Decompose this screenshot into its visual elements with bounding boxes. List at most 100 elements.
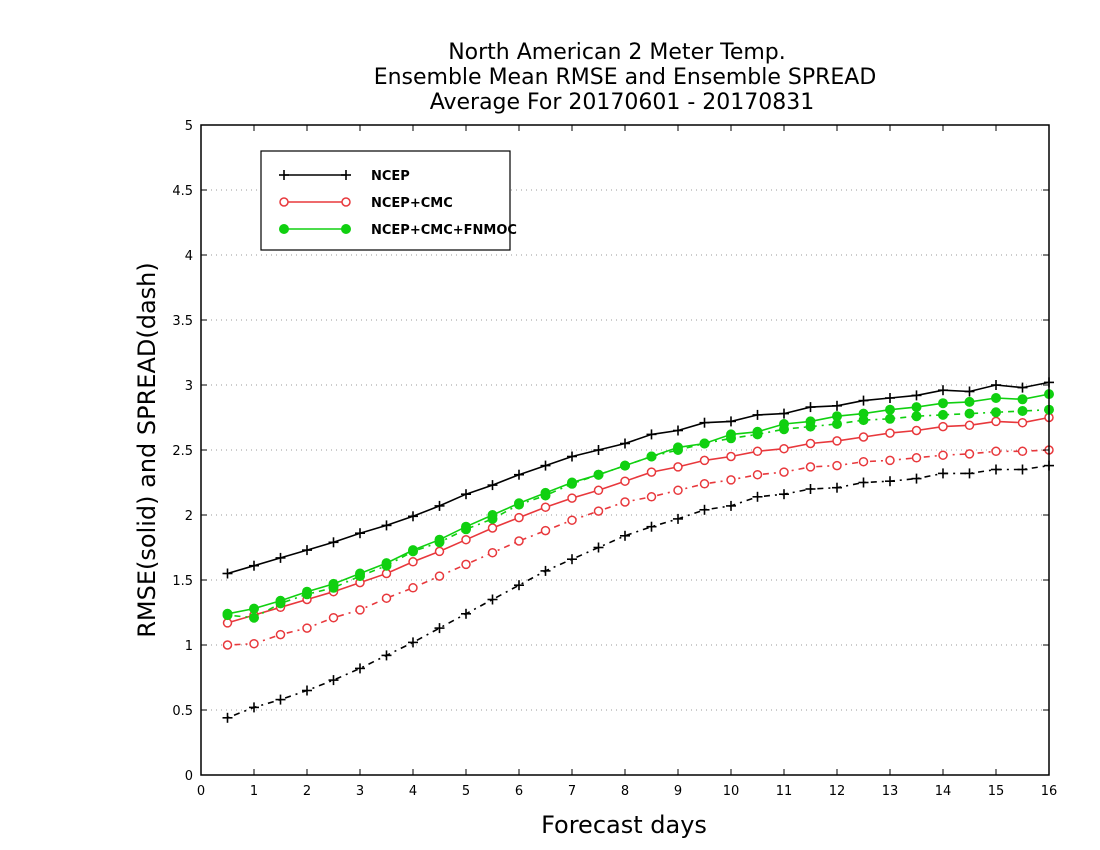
data-point	[355, 663, 365, 674]
data-point	[222, 712, 233, 723]
y-axis-label: RMSE(solid) and SPREAD(dash)	[133, 262, 161, 638]
data-point	[355, 528, 365, 539]
data-point	[646, 429, 657, 440]
series-rmse	[222, 377, 1054, 579]
data-point	[911, 425, 922, 436]
data-point	[514, 469, 524, 480]
data-point	[341, 224, 351, 234]
data-point	[779, 489, 789, 500]
data-point	[434, 534, 445, 545]
x-tick-label: 4	[409, 784, 417, 799]
data-point	[620, 476, 630, 486]
y-tick-label: 3	[185, 379, 193, 394]
data-point	[540, 460, 551, 471]
data-point	[222, 568, 233, 579]
data-point	[805, 416, 816, 427]
data-point	[832, 400, 842, 411]
data-point	[805, 484, 816, 494]
x-tick-label: 2	[303, 784, 311, 799]
data-point	[302, 623, 312, 633]
data-point	[991, 446, 1001, 457]
data-point	[938, 409, 948, 420]
data-point	[832, 411, 842, 422]
data-point	[408, 583, 418, 593]
data-point	[461, 534, 471, 545]
legend-label: NCEP	[371, 169, 410, 184]
data-point	[540, 487, 551, 498]
data-point	[991, 416, 1001, 427]
data-point	[302, 586, 312, 597]
legend-box	[260, 150, 511, 251]
data-point	[858, 477, 869, 488]
data-point	[222, 640, 233, 650]
data-point	[779, 467, 789, 477]
x-tick-label: 15	[988, 784, 1005, 799]
x-tick-label: 0	[197, 784, 205, 799]
data-point	[567, 554, 577, 565]
data-point	[673, 425, 683, 436]
data-point	[355, 605, 365, 615]
y-tick-label: 3.5	[172, 314, 193, 329]
rmse-line	[227, 381, 1050, 575]
data-point	[991, 393, 1001, 403]
data-point	[275, 595, 286, 606]
data-point	[752, 446, 763, 457]
data-point	[858, 432, 869, 442]
data-point	[699, 417, 710, 428]
y-tick-label: 4.5	[172, 184, 193, 199]
data-point	[328, 612, 339, 623]
data-point	[593, 469, 604, 480]
data-point	[461, 608, 471, 619]
data-point	[673, 462, 683, 472]
data-point	[938, 398, 948, 409]
rmse-line	[227, 416, 1050, 624]
data-point	[487, 594, 498, 605]
data-point	[620, 497, 630, 507]
data-point	[832, 460, 842, 471]
data-point	[673, 442, 683, 453]
data-point	[832, 436, 842, 446]
data-point	[1017, 406, 1028, 416]
data-point	[279, 197, 289, 207]
data-point	[699, 479, 710, 489]
data-point	[328, 537, 339, 548]
data-point	[434, 500, 445, 511]
data-point	[593, 485, 604, 496]
legend-label: NCEP+CMC+FNMOC	[371, 223, 517, 238]
x-tick-label: 5	[462, 784, 470, 799]
x-tick-label: 11	[776, 784, 793, 799]
title-line-3: Average For 20170601 - 20170831	[430, 90, 815, 115]
data-point	[911, 411, 922, 422]
data-point	[381, 650, 392, 661]
data-point	[249, 612, 259, 623]
y-tick-label: 0.5	[172, 704, 193, 719]
x-axis-label: Forecast days	[541, 811, 707, 839]
data-point	[461, 521, 471, 532]
data-point	[341, 197, 351, 207]
data-point	[858, 408, 869, 419]
data-point	[646, 492, 657, 502]
data-point	[249, 702, 259, 713]
data-point	[328, 578, 339, 589]
x-tick-label: 8	[621, 784, 629, 799]
data-point	[832, 482, 842, 493]
data-point	[328, 675, 339, 686]
data-point	[805, 438, 816, 449]
data-point	[408, 637, 418, 648]
data-point	[381, 593, 392, 603]
data-point	[911, 473, 922, 484]
data-point	[514, 512, 524, 523]
series-rmse	[222, 412, 1054, 628]
data-point	[673, 485, 683, 496]
data-point	[461, 559, 471, 570]
legend-entry: NCEP+CMC	[279, 196, 453, 211]
data-point	[567, 493, 577, 503]
data-point	[593, 542, 604, 553]
data-point	[593, 506, 604, 516]
spread-line	[227, 449, 1050, 646]
x-tick-label: 3	[356, 784, 364, 799]
data-point	[487, 523, 498, 533]
data-point	[858, 456, 869, 467]
data-point	[964, 396, 975, 407]
data-point	[620, 460, 630, 471]
